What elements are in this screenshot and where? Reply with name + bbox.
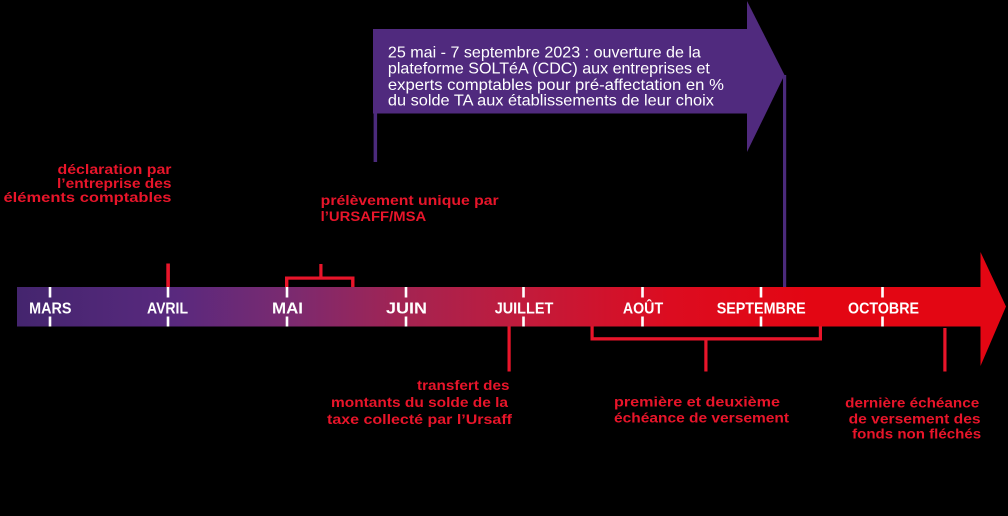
svg-text:plateforme SOLTéA (CDC) aux e: plateforme SOLTéA (CDC) aux entreprises … bbox=[388, 61, 711, 78]
svg-text:JUILLET: JUILLET bbox=[495, 301, 554, 318]
svg-text:OCTOBRE: OCTOBRE bbox=[848, 301, 919, 318]
svg-text:déclaration par: déclaration par bbox=[58, 162, 173, 177]
svg-text:MAI: MAI bbox=[272, 301, 303, 318]
svg-text:AVRIL: AVRIL bbox=[147, 301, 188, 318]
svg-text:du solde TA aux établissements: du solde TA aux établissements de leur c… bbox=[388, 93, 714, 110]
svg-text:l’entreprise des: l’entreprise des bbox=[57, 176, 172, 191]
svg-text:MARS: MARS bbox=[29, 301, 72, 318]
svg-text:transfert des: transfert des bbox=[417, 378, 510, 393]
svg-text:25 mai - 7 septembre 2023 : ou: 25 mai - 7 septembre 2023 : ouverture de… bbox=[388, 44, 701, 61]
svg-text:dernière échéance: dernière échéance bbox=[845, 396, 980, 411]
svg-text:échéance de versement: échéance de versement bbox=[614, 411, 790, 426]
svg-text:taxe collecté par l’Ursaff: taxe collecté par l’Ursaff bbox=[327, 412, 513, 427]
svg-text:SEPTEMBRE: SEPTEMBRE bbox=[717, 301, 806, 318]
svg-text:de versement des: de versement des bbox=[849, 412, 981, 427]
svg-text:première et deuxième: première et deuxième bbox=[614, 394, 781, 409]
svg-text:fonds non fléchés: fonds non fléchés bbox=[852, 427, 981, 442]
svg-text:JUIN: JUIN bbox=[386, 301, 427, 318]
svg-text:experts comptables pour pré-af: experts comptables pour pré-affectation … bbox=[388, 77, 724, 94]
svg-text:prélèvement unique par: prélèvement unique par bbox=[321, 193, 500, 208]
svg-text:montants du solde de la: montants du solde de la bbox=[331, 395, 509, 410]
svg-text:AOÛT: AOÛT bbox=[623, 299, 664, 318]
svg-text:éléments comptables: éléments comptables bbox=[4, 190, 172, 205]
svg-text:l’URSAFF/MSA: l’URSAFF/MSA bbox=[321, 209, 427, 224]
